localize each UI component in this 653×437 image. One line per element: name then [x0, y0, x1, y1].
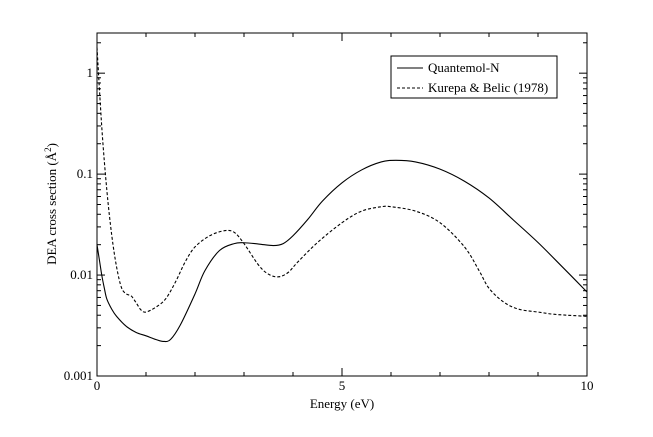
y-tick-label: 0.001	[64, 368, 93, 383]
y-axis-label-unit: Å	[44, 151, 59, 161]
y-axis-label: DEA cross section (Å2)	[43, 143, 59, 265]
legend: Quantemol-N Kurepa & Belic (1978)	[390, 55, 558, 99]
series-line-quantemol-n	[96, 159, 588, 343]
axis-ticks: 0 5 10 0.001 0.01 0.1 1	[64, 33, 594, 393]
legend-label-quantemol: Quantemol-N	[428, 60, 500, 75]
x-tick-label: 10	[581, 378, 594, 393]
y-tick-label: 0.01	[70, 267, 93, 282]
legend-label-kurepa: Kurepa & Belic (1978)	[428, 80, 548, 95]
series-layer	[96, 47, 588, 343]
x-tick-label: 5	[339, 378, 346, 393]
y-axis-label-close: )	[44, 143, 59, 147]
series-line-kurepa-belic-1978	[96, 47, 588, 317]
legend-box	[390, 55, 558, 99]
y-axis-label-exponent: 2	[43, 147, 53, 152]
x-tick-label: 0	[94, 378, 101, 393]
y-tick-label: 1	[87, 65, 94, 80]
x-axis-label: Energy (eV)	[310, 396, 374, 411]
y-axis-label-main: DEA cross section (	[44, 161, 59, 265]
y-tick-label: 0.1	[77, 166, 93, 181]
